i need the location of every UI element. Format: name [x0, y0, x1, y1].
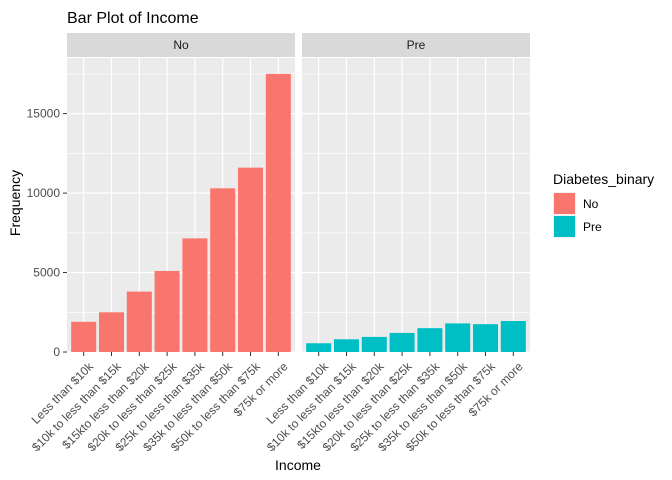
bar-pre-1 — [306, 343, 332, 352]
bar-no-2 — [98, 312, 124, 352]
bar-no-3 — [126, 291, 152, 352]
bar-pre-5 — [417, 328, 443, 352]
legend-items: No Pre — [553, 192, 602, 238]
y-tick-label: 5000 — [33, 266, 60, 280]
legend-swatch-no — [554, 193, 575, 214]
legend: Diabetes_binary No Pre — [553, 171, 654, 238]
x-axis-label: Income — [275, 457, 321, 473]
legend-label-no: No — [583, 197, 599, 211]
y-tick-label: 10000 — [27, 186, 61, 200]
bar-no-5 — [182, 238, 208, 352]
y-tick-label: 0 — [53, 345, 60, 359]
bar-pre-3 — [361, 336, 387, 352]
legend-swatch-pre — [554, 216, 575, 237]
legend-label-pre: Pre — [583, 220, 602, 234]
bar-pre-4 — [389, 332, 415, 352]
panel-background — [302, 58, 530, 352]
bar-no-6 — [210, 188, 236, 352]
bar-pre-2 — [333, 339, 359, 352]
bar-no-7 — [238, 167, 264, 352]
facet-strip — [67, 33, 295, 57]
y-tick-label: 15000 — [27, 107, 61, 121]
y-axis-label: Frequency — [7, 170, 23, 236]
bar-no-1 — [71, 321, 97, 352]
bar-no-8 — [265, 73, 291, 352]
y-axis: 0 5000 10000 15000 — [27, 107, 67, 359]
bar-pre-8 — [500, 321, 526, 352]
bar-no-4 — [154, 270, 180, 352]
legend-title: Diabetes_binary — [553, 171, 654, 187]
bar-pre-7 — [473, 324, 499, 352]
facet-strip-label: No — [173, 38, 189, 52]
facet-strip — [302, 33, 530, 57]
facet-strip-label: Pre — [407, 38, 426, 52]
chart-title: Bar Plot of Income — [67, 10, 199, 27]
bar-pre-6 — [445, 323, 471, 352]
